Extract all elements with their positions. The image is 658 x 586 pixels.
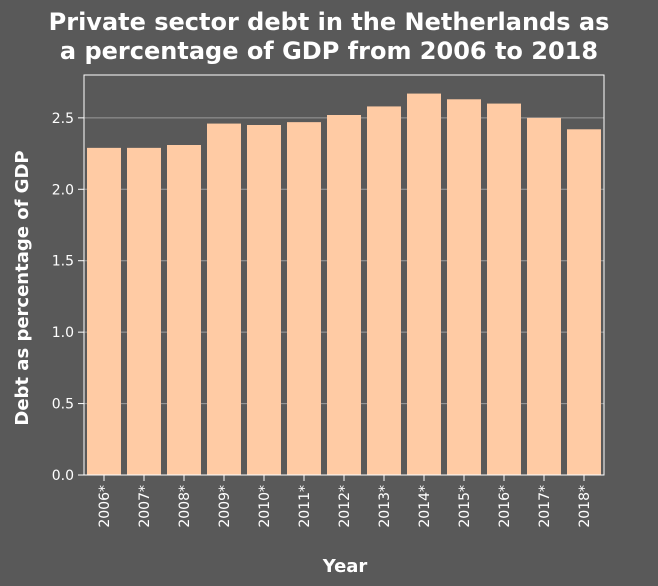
bar bbox=[567, 129, 601, 476]
chart-title-line-2: a percentage of GDP from 2006 to 2018 bbox=[60, 37, 598, 65]
y-tick-label: 0.0 bbox=[52, 468, 74, 484]
bar bbox=[127, 147, 161, 475]
x-tick-label: 2017* bbox=[537, 485, 553, 528]
bars bbox=[87, 93, 601, 476]
bar bbox=[327, 115, 361, 475]
x-tick-label: 2014* bbox=[417, 485, 433, 528]
x-tick-label: 2010* bbox=[257, 485, 273, 528]
x-tick-label: 2007* bbox=[137, 485, 153, 528]
x-tick-label: 2012* bbox=[337, 485, 353, 528]
bar bbox=[207, 123, 241, 476]
y-tick-label: 2.5 bbox=[52, 111, 74, 127]
x-ticks: 2006* 2007* 2008* 2009* 2010* 2011* 2012* 2013*… bbox=[97, 475, 593, 528]
bar bbox=[287, 122, 321, 476]
x-tick-label: 2015* bbox=[457, 485, 473, 528]
y-tick-label: 1.0 bbox=[52, 325, 74, 341]
y-tick-label: 0.5 bbox=[52, 397, 74, 413]
bar bbox=[407, 93, 441, 476]
x-tick-label: 2008* bbox=[177, 485, 193, 528]
bar bbox=[167, 145, 201, 475]
x-tick-label: 2009* bbox=[217, 485, 233, 528]
bar bbox=[487, 103, 521, 476]
bar bbox=[367, 106, 401, 475]
x-tick-label: 2016* bbox=[497, 485, 513, 528]
x-tick-label: 2006* bbox=[97, 485, 113, 528]
y-ticks: 0.0 0.5 1.0 1.5 2.0 2.5 bbox=[52, 111, 84, 484]
x-axis-label: Year bbox=[322, 556, 368, 577]
x-tick-label: 2018* bbox=[577, 485, 593, 528]
y-tick-label: 2.0 bbox=[52, 182, 74, 198]
bar bbox=[87, 147, 121, 475]
x-tick-label: 2013* bbox=[377, 485, 393, 528]
chart-title-line-1: Private sector debt in the Netherlands a… bbox=[49, 8, 610, 36]
bar bbox=[527, 117, 561, 475]
x-tick-label: 2011* bbox=[297, 485, 313, 528]
y-axis-label: Debt as percentage of GDP bbox=[12, 150, 33, 425]
bar bbox=[447, 99, 481, 476]
bar bbox=[247, 125, 281, 475]
y-tick-label: 1.5 bbox=[52, 254, 74, 270]
